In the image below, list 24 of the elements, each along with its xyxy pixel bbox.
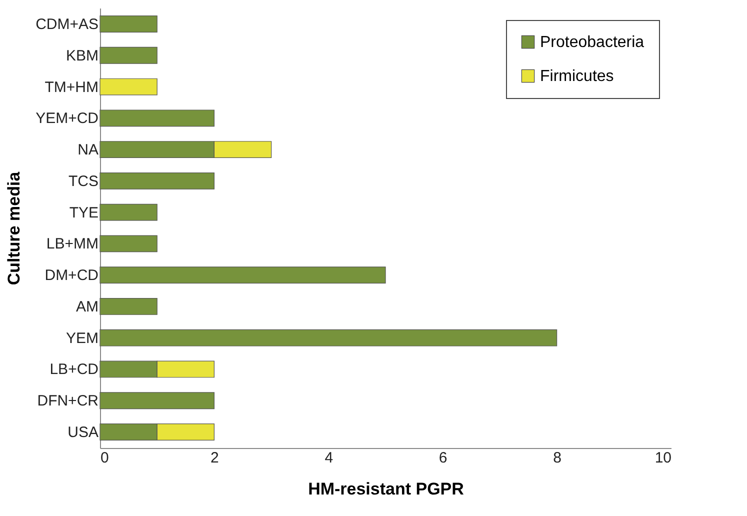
x-tick-label: 8 (553, 450, 562, 466)
x-tick-label: 4 (324, 450, 334, 466)
y-tick-label: NA (78, 142, 98, 159)
y-tick-label: TCS (68, 172, 98, 190)
x-tick-label: 10 (654, 450, 672, 466)
y-tick-label: TYE (69, 204, 98, 222)
y-tick-label: DFN+CR (37, 392, 99, 410)
y-tick-label: DM+CD (44, 267, 99, 284)
x-tick-label: 2 (210, 450, 219, 466)
x-axis-title: HM-resistant PGPR (308, 480, 464, 498)
y-tick-label: AM (76, 298, 98, 316)
y-tick-label: LB+MM (46, 236, 98, 253)
y-tick-label: YEM+CD (36, 110, 99, 128)
y-tick-label: LB+CD (50, 361, 99, 378)
legend-label: Firmicutes (540, 68, 614, 85)
y-tick-label: TM+HM (44, 78, 98, 96)
y-tick-label: USA (68, 424, 98, 441)
y-tick-label: YEM (66, 330, 98, 347)
y-axis-title: Culture media (4, 171, 24, 286)
x-tick-label: 6 (438, 450, 448, 466)
y-tick-label: CDM+AS (36, 16, 98, 34)
x-tick-label: 0 (100, 450, 109, 466)
y-tick-label: KBM (66, 47, 98, 64)
legend-label: Proteobacteria (540, 34, 644, 51)
